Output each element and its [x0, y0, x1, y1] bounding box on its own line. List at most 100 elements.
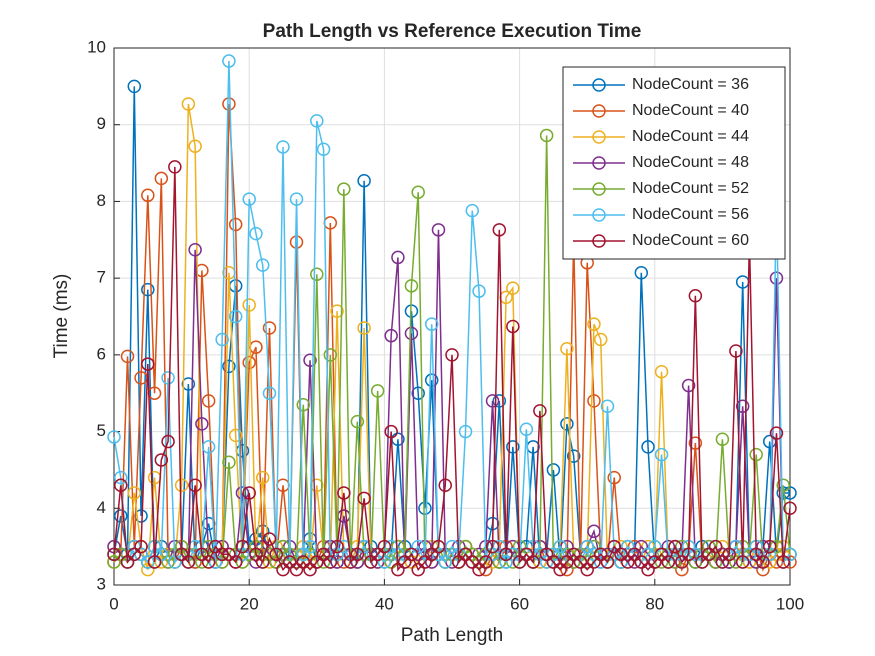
- data-point: [174, 478, 189, 493]
- data-point: [512, 555, 527, 569]
- legend-label: NodeCount = 52: [632, 180, 749, 197]
- data-point: [641, 547, 655, 562]
- data-point: [566, 547, 581, 562]
- data-point: [661, 555, 676, 569]
- data-point: [756, 555, 770, 569]
- y-tick-label: 3: [97, 574, 106, 593]
- data-point: [114, 509, 128, 523]
- data-point: [188, 139, 202, 153]
- data-point: [465, 555, 480, 569]
- data-point: [323, 555, 338, 569]
- data-point: [627, 547, 642, 562]
- data-point: [424, 373, 439, 387]
- y-tick-label: 9: [97, 114, 106, 133]
- data-point: [364, 555, 378, 569]
- data-point: [479, 555, 493, 569]
- data-point: [181, 555, 196, 569]
- data-point: [276, 140, 290, 154]
- data-point: [641, 440, 655, 454]
- data-point: [411, 185, 425, 199]
- data-point: [181, 377, 196, 391]
- data-point: [458, 424, 473, 439]
- data-point: [438, 555, 452, 569]
- x-tick-label: 40: [375, 594, 394, 613]
- data-point: [404, 279, 419, 293]
- data-point: [228, 555, 243, 569]
- data-point: [269, 547, 283, 562]
- data-point: [201, 394, 216, 408]
- data-point: [560, 341, 574, 356]
- y-tick-label: 5: [97, 421, 106, 440]
- data-point: [195, 417, 209, 431]
- data-point: [141, 282, 155, 297]
- data-point: [161, 555, 175, 569]
- data-point: [370, 384, 385, 398]
- data-point: [181, 97, 196, 111]
- data-point: [141, 555, 155, 569]
- data-point: [614, 547, 628, 562]
- data-point: [634, 266, 649, 280]
- data-point: [249, 226, 263, 241]
- data-point: [127, 79, 142, 94]
- data-point: [675, 555, 689, 569]
- chart-title: Path Length vs Reference Execution Time: [263, 21, 642, 42]
- data-point: [222, 54, 236, 68]
- data-point: [648, 539, 662, 554]
- data-point: [222, 359, 236, 374]
- data-point: [418, 555, 432, 569]
- data-point: [262, 532, 277, 546]
- data-point: [445, 348, 459, 362]
- data-point: [593, 547, 608, 562]
- data-point: [343, 555, 358, 569]
- data-point: [648, 555, 662, 569]
- data-point: [600, 399, 615, 414]
- data-point: [384, 424, 398, 439]
- data-point: [310, 555, 324, 569]
- data-point: [242, 298, 256, 312]
- data-point: [621, 539, 635, 554]
- data-point: [681, 378, 696, 393]
- data-point: [242, 486, 256, 500]
- data-point: [242, 192, 256, 206]
- data-point: [161, 371, 175, 385]
- data-point: [776, 555, 790, 569]
- data-point: [418, 501, 432, 516]
- data-point: [519, 422, 534, 437]
- data-point: [249, 547, 263, 562]
- data-point: [235, 486, 250, 500]
- y-tick-label: 10: [87, 37, 106, 56]
- data-point: [384, 328, 398, 343]
- legend-label: NodeCount = 44: [632, 128, 749, 145]
- legend-label: NodeCount = 48: [632, 154, 749, 171]
- data-point: [377, 555, 392, 569]
- data-point: [492, 394, 507, 408]
- data-point: [573, 555, 588, 569]
- data-point: [235, 539, 250, 554]
- data-point: [452, 555, 466, 569]
- data-point: [756, 562, 770, 577]
- data-point: [668, 539, 682, 554]
- data-point: [222, 547, 236, 562]
- data-point: [424, 547, 439, 562]
- data-point: [424, 317, 439, 331]
- data-point: [357, 491, 371, 506]
- data-point: [357, 321, 371, 335]
- data-point: [114, 470, 128, 485]
- data-point: [107, 555, 121, 569]
- data-point: [492, 223, 507, 237]
- data-point: [114, 478, 128, 493]
- data-point: [228, 217, 243, 232]
- data-point: [769, 426, 784, 440]
- legend-marker: [592, 182, 606, 196]
- data-point: [566, 449, 581, 463]
- data-point: [506, 440, 520, 454]
- data-point: [560, 417, 574, 431]
- data-point: [141, 357, 155, 371]
- data-point: [607, 539, 621, 554]
- legend-marker: [592, 234, 606, 248]
- data-point: [485, 394, 500, 408]
- data-point: [350, 414, 365, 429]
- data-point: [715, 555, 730, 569]
- data-point: [303, 562, 317, 577]
